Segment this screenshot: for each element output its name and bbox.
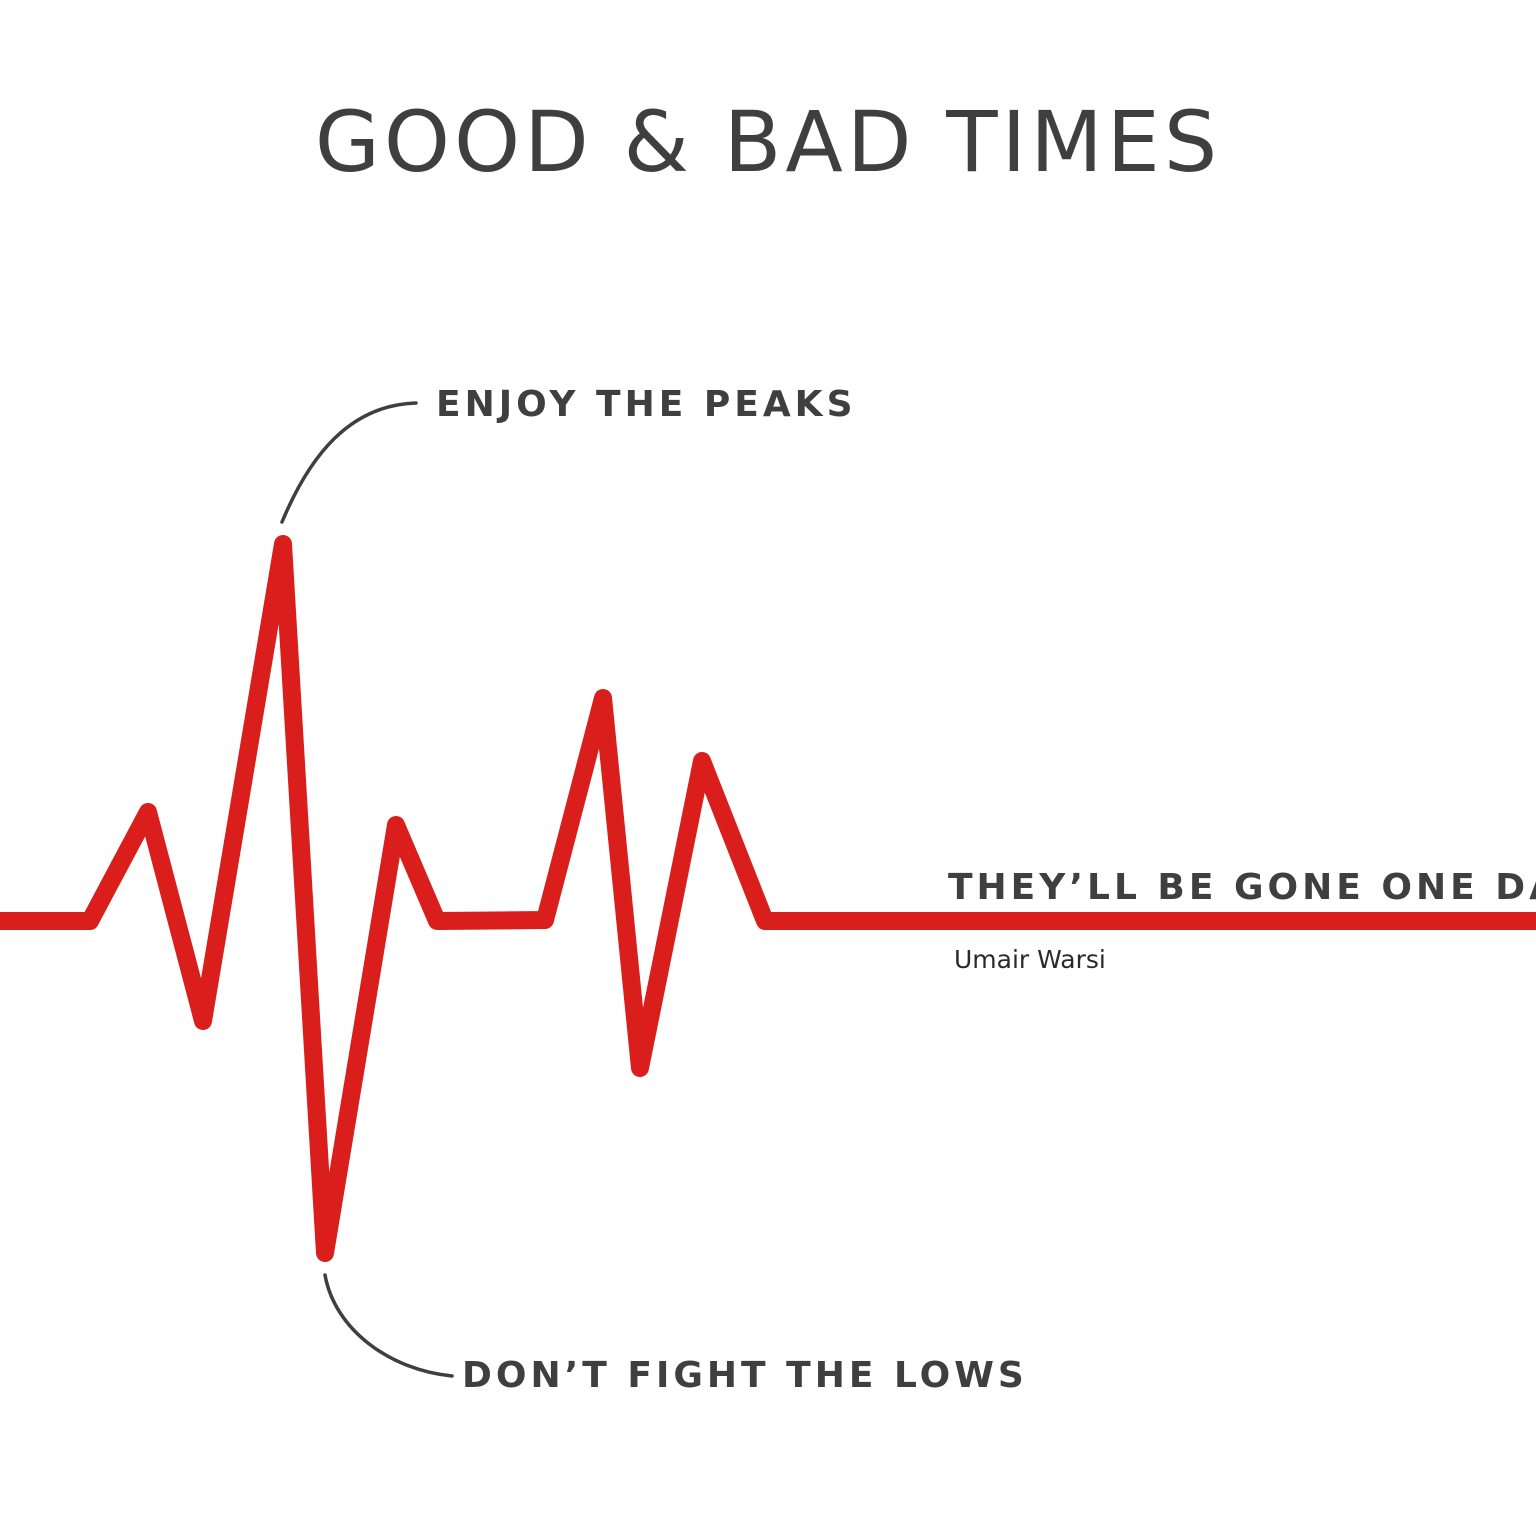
enjoy-peaks-label: ENJOY THE PEAKS: [436, 384, 857, 425]
lows-callout-curve: [323, 1273, 454, 1378]
peaks-callout-curve: [280, 401, 418, 524]
diagram-title: GOOD & BAD TIMES: [314, 93, 1222, 191]
dont-fight-lows-label: DON’T FIGHT THE LOWS: [462, 1355, 1028, 1396]
gone-one-day-label: THEY’LL BE GONE ONE DAY: [948, 867, 1536, 908]
heartbeat-line: [0, 535, 1536, 1262]
author-name: Umair Warsi: [954, 945, 1106, 974]
